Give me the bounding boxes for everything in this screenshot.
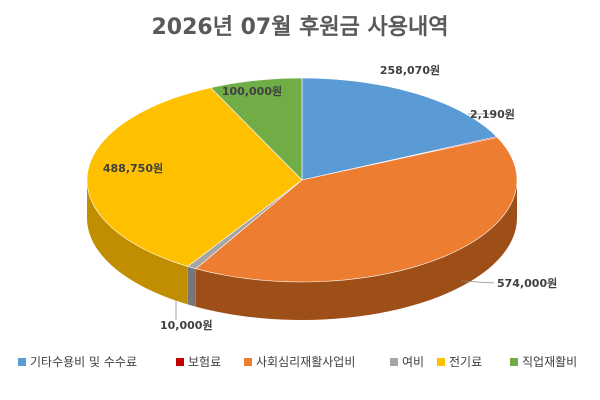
label-leader-lines: [175, 113, 496, 320]
pie-slices: [86, 77, 518, 283]
slice-전기료: [86, 87, 303, 267]
legend-swatch: [437, 358, 445, 366]
legend-item-직업재활비: 직업재활비: [510, 355, 577, 369]
data-label-직업재활비: 100,000원: [222, 84, 282, 98]
legend-item-사회심리재활사업비: 사회심리재활사업비: [244, 355, 355, 369]
legend-item-전기료: 전기료: [437, 355, 482, 369]
legend-label: 전기료: [449, 355, 482, 369]
chart-title: 2026년 07월 후원금 사용내역: [152, 15, 449, 40]
legend-label: 보험료: [188, 355, 221, 369]
slice-side-여비: [187, 266, 196, 307]
slice-side-전기료: [87, 180, 188, 305]
pie-side-walls: [87, 180, 518, 320]
legend-swatch: [510, 358, 518, 366]
legend-swatch: [244, 358, 252, 366]
leader-line-사회심리재활사업비: [460, 280, 495, 284]
data-label-사회심리재활사업비: 574,000원: [497, 276, 557, 290]
legend-item-기타수용비-및-수수료: 기타수용비 및 수수료: [18, 355, 137, 369]
slice-사회심리재활사업비: [195, 137, 518, 283]
slice-직업재활비: [210, 77, 303, 181]
legend-swatch: [176, 358, 184, 366]
legend-label: 여비: [402, 355, 424, 369]
data-labels: 258,070원 2,190원 574,000원 10,000원 488,750원 100…: [103, 63, 557, 332]
data-label-여비: 10,000원: [160, 318, 213, 332]
slice-side-사회심리재활사업비: [195, 180, 518, 320]
legend-item-여비: 여비: [390, 355, 424, 369]
legend-label: 직업재활비: [522, 355, 577, 369]
legend-label: 사회심리재활사업비: [256, 355, 355, 369]
legend-swatch: [390, 358, 398, 366]
legend-swatch: [18, 358, 26, 366]
data-label-보험료: 2,190원: [470, 107, 515, 121]
data-label-기타수용비-및-수수료: 258,070원: [380, 63, 440, 77]
legend-label: 기타수용비 및 수수료: [30, 355, 137, 369]
slice-기타수용비-및-수수료: [301, 77, 497, 181]
data-label-전기료: 488,750원: [103, 161, 163, 175]
legend: 기타수용비 및 수수료 보험료 사회심리재활사업비 여비 전기료 직업재활비: [18, 355, 577, 369]
legend-item-보험료: 보험료: [176, 355, 221, 369]
